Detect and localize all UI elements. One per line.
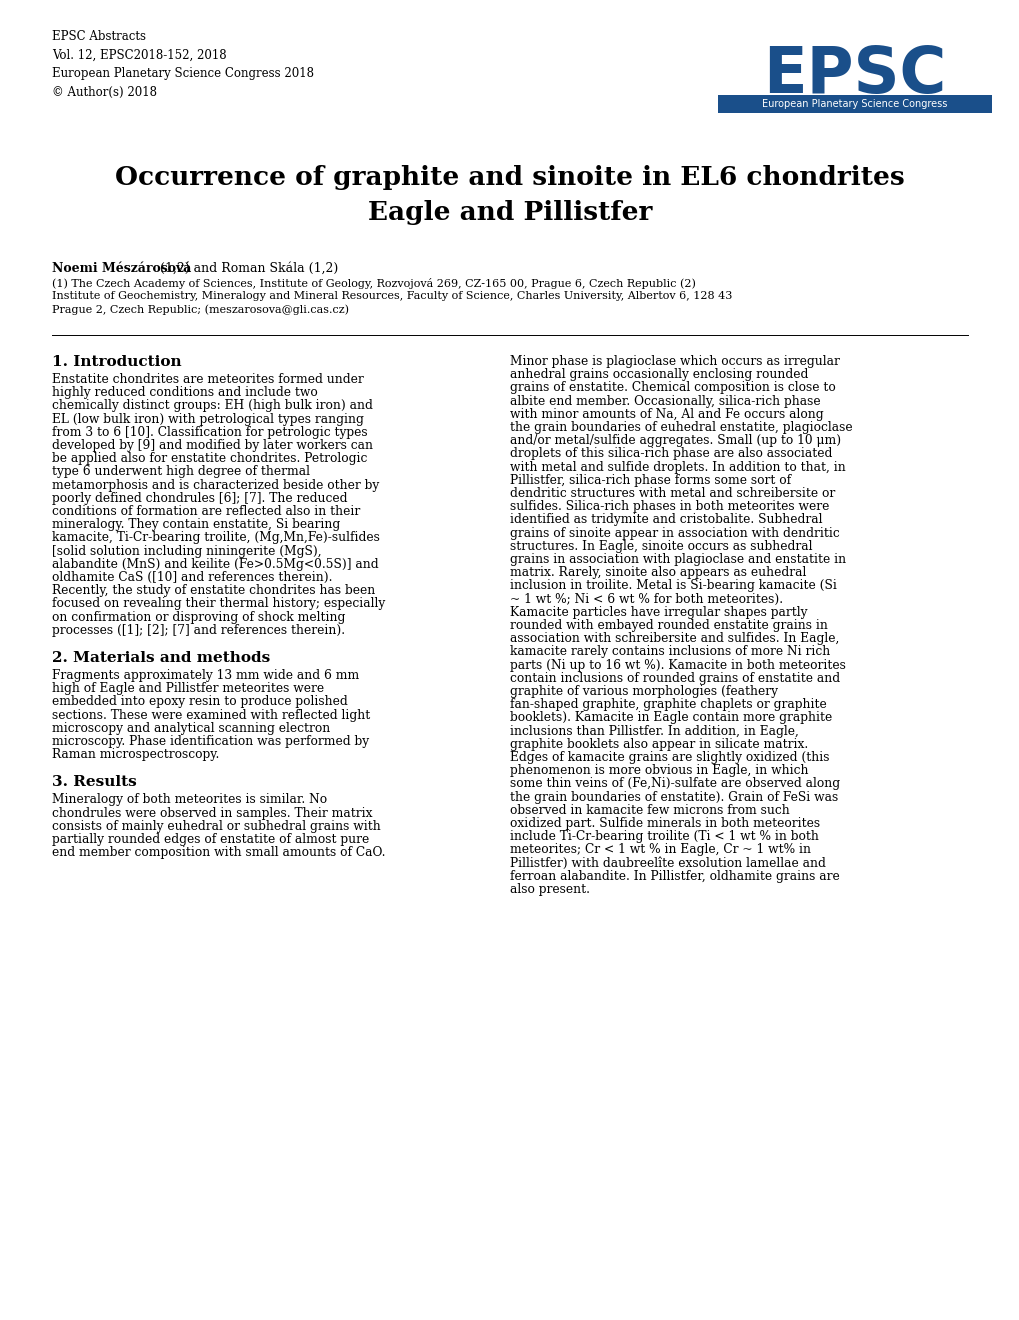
Text: and/or metal/sulfide aggregates. Small (up to 10 μm): and/or metal/sulfide aggregates. Small (… [510, 434, 841, 447]
Text: metamorphosis and is characterized beside other by: metamorphosis and is characterized besid… [52, 479, 379, 491]
Text: Minor phase is plagioclase which occurs as irregular: Minor phase is plagioclase which occurs … [510, 355, 839, 368]
Text: Mineralogy of both meteorites is similar. No: Mineralogy of both meteorites is similar… [52, 793, 327, 807]
Text: Institute of Geochemistry, Mineralogy and Mineral Resources, Faculty of Science,: Institute of Geochemistry, Mineralogy an… [52, 290, 732, 301]
Text: Prague 2, Czech Republic; (meszarosova@gli.cas.cz): Prague 2, Czech Republic; (meszarosova@g… [52, 304, 348, 314]
Text: with metal and sulfide droplets. In addition to that, in: with metal and sulfide droplets. In addi… [510, 461, 845, 474]
Text: be applied also for enstatite chondrites. Petrologic: be applied also for enstatite chondrites… [52, 453, 367, 465]
Text: booklets). Kamacite in Eagle contain more graphite: booklets). Kamacite in Eagle contain mor… [510, 711, 832, 725]
Text: European Planetary Science Congress: European Planetary Science Congress [761, 99, 947, 110]
Text: also present.: also present. [510, 883, 589, 896]
Text: [solid solution including niningerite (MgS),: [solid solution including niningerite (M… [52, 545, 321, 557]
Text: identified as tridymite and cristobalite. Subhedral: identified as tridymite and cristobalite… [510, 513, 821, 527]
Text: poorly defined chondrules [6]; [7]. The reduced: poorly defined chondrules [6]; [7]. The … [52, 492, 347, 504]
Text: inclusion in troilite. Metal is Si-bearing kamacite (Si: inclusion in troilite. Metal is Si-beari… [510, 579, 836, 593]
Text: grains of enstatite. Chemical composition is close to: grains of enstatite. Chemical compositio… [510, 381, 835, 395]
Text: kamacite, Ti-Cr-bearing troilite, (Mg,Mn,Fe)-sulfides: kamacite, Ti-Cr-bearing troilite, (Mg,Mn… [52, 532, 379, 544]
Text: graphite of various morphologies (feathery: graphite of various morphologies (feathe… [510, 685, 777, 698]
Text: (1,2) and Roman Skála (1,2): (1,2) and Roman Skála (1,2) [156, 261, 338, 275]
Text: structures. In Eagle, sinoite occurs as subhedral: structures. In Eagle, sinoite occurs as … [510, 540, 812, 553]
Text: embedded into epoxy resin to produce polished: embedded into epoxy resin to produce pol… [52, 696, 347, 709]
Text: Recently, the study of enstatite chondrites has been: Recently, the study of enstatite chondri… [52, 585, 375, 597]
Text: consists of mainly euhedral or subhedral grains with: consists of mainly euhedral or subhedral… [52, 820, 380, 833]
Text: matrix. Rarely, sinoite also appears as euhedral: matrix. Rarely, sinoite also appears as … [510, 566, 806, 579]
Text: microscopy and analytical scanning electron: microscopy and analytical scanning elect… [52, 722, 330, 735]
Text: chemically distinct groups: EH (high bulk iron) and: chemically distinct groups: EH (high bul… [52, 400, 373, 412]
Bar [717, 95, 991, 114]
Text: 2. Materials and methods: 2. Materials and methods [52, 651, 270, 665]
Text: inclusions than Pillistfer. In addition, in Eagle,: inclusions than Pillistfer. In addition,… [510, 725, 798, 738]
Text: Enstatite chondrites are meteorites formed under: Enstatite chondrites are meteorites form… [52, 374, 364, 385]
Text: type 6 underwent high degree of thermal: type 6 underwent high degree of thermal [52, 466, 310, 478]
Text: oxidized part. Sulfide minerals in both meteorites: oxidized part. Sulfide minerals in both … [510, 817, 819, 830]
Text: Noemi Mészárosová: Noemi Mészárosová [52, 261, 192, 275]
Text: observed in kamacite few microns from such: observed in kamacite few microns from su… [510, 804, 789, 817]
Text: sulfides. Silica-rich phases in both meteorites were: sulfides. Silica-rich phases in both met… [510, 500, 828, 513]
Text: with minor amounts of Na, Al and Fe occurs along: with minor amounts of Na, Al and Fe occu… [510, 408, 822, 421]
Text: rounded with embayed rounded enstatite grains in: rounded with embayed rounded enstatite g… [510, 619, 827, 632]
Text: Pillistfer) with daubreelîte exsolution lamellae and: Pillistfer) with daubreelîte exsolution … [510, 857, 825, 870]
Text: chondrules were observed in samples. Their matrix: chondrules were observed in samples. The… [52, 807, 372, 820]
Text: Raman microspectroscopy.: Raman microspectroscopy. [52, 748, 219, 762]
Text: droplets of this silica-rich phase are also associated: droplets of this silica-rich phase are a… [510, 447, 832, 461]
Text: Eagle and Pillistfer: Eagle and Pillistfer [368, 201, 651, 224]
Text: developed by [9] and modified by later workers can: developed by [9] and modified by later w… [52, 440, 373, 451]
Text: 1. Introduction: 1. Introduction [52, 355, 181, 370]
Text: grains in association with plagioclase and enstatite in: grains in association with plagioclase a… [510, 553, 846, 566]
Text: high of Eagle and Pillistfer meteorites were: high of Eagle and Pillistfer meteorites … [52, 682, 324, 696]
Text: oldhamite CaS ([10] and references therein).: oldhamite CaS ([10] and references there… [52, 572, 332, 583]
Text: EPSC Abstracts
Vol. 12, EPSC2018-152, 2018
European Planetary Science Congress 2: EPSC Abstracts Vol. 12, EPSC2018-152, 20… [52, 30, 314, 99]
Text: highly reduced conditions and include two: highly reduced conditions and include tw… [52, 387, 318, 399]
Text: albite end member. Occasionally, silica-rich phase: albite end member. Occasionally, silica-… [510, 395, 820, 408]
Text: end member composition with small amounts of CaO.: end member composition with small amount… [52, 846, 385, 859]
Text: contain inclusions of rounded grains of enstatite and: contain inclusions of rounded grains of … [510, 672, 840, 685]
Text: the grain boundaries of enstatite). Grain of FeSi was: the grain boundaries of enstatite). Grai… [510, 791, 838, 804]
Text: Fragments approximately 13 mm wide and 6 mm: Fragments approximately 13 mm wide and 6… [52, 669, 359, 682]
Text: parts (Ni up to 16 wt %). Kamacite in both meteorites: parts (Ni up to 16 wt %). Kamacite in bo… [510, 659, 845, 672]
Text: dendritic structures with metal and schreibersite or: dendritic structures with metal and schr… [510, 487, 835, 500]
Text: alabandite (MnS) and keilite (Fe>0.5Mg<0.5S)] and: alabandite (MnS) and keilite (Fe>0.5Mg<0… [52, 558, 378, 570]
Text: association with schreibersite and sulfides. In Eagle,: association with schreibersite and sulfi… [510, 632, 839, 645]
Text: Pillistfer, silica-rich phase forms some sort of: Pillistfer, silica-rich phase forms some… [510, 474, 791, 487]
Text: (1) The Czech Academy of Sciences, Institute of Geology, Rozvojová 269, CZ-165 0: (1) The Czech Academy of Sciences, Insti… [52, 279, 695, 289]
Text: partially rounded edges of enstatite of almost pure: partially rounded edges of enstatite of … [52, 833, 369, 846]
Text: grains of sinoite appear in association with dendritic: grains of sinoite appear in association … [510, 527, 839, 540]
Text: anhedral grains occasionally enclosing rounded: anhedral grains occasionally enclosing r… [510, 368, 808, 381]
Text: Kamacite particles have irregular shapes partly: Kamacite particles have irregular shapes… [510, 606, 807, 619]
Text: the grain boundaries of euhedral enstatite, plagioclase: the grain boundaries of euhedral enstati… [510, 421, 852, 434]
Text: Occurrence of graphite and sinoite in EL6 chondrites: Occurrence of graphite and sinoite in EL… [115, 165, 904, 190]
Text: EL (low bulk iron) with petrological types ranging: EL (low bulk iron) with petrological typ… [52, 413, 364, 425]
Text: some thin veins of (Fe,Ni)-sulfate are observed along: some thin veins of (Fe,Ni)-sulfate are o… [510, 777, 840, 791]
Text: processes ([1]; [2]; [7] and references therein).: processes ([1]; [2]; [7] and references … [52, 624, 344, 636]
Text: Edges of kamacite grains are slightly oxidized (this: Edges of kamacite grains are slightly ox… [510, 751, 828, 764]
Text: ferroan alabandite. In Pillistfer, oldhamite grains are: ferroan alabandite. In Pillistfer, oldha… [510, 870, 839, 883]
Text: from 3 to 6 [10]. Classification for petrologic types: from 3 to 6 [10]. Classification for pet… [52, 426, 367, 438]
Text: EPSC: EPSC [762, 44, 946, 106]
Text: mineralogy. They contain enstatite, Si bearing: mineralogy. They contain enstatite, Si b… [52, 519, 340, 531]
Text: on confirmation or disproving of shock melting: on confirmation or disproving of shock m… [52, 611, 345, 623]
Text: microscopy. Phase identification was performed by: microscopy. Phase identification was per… [52, 735, 369, 748]
Text: ~ 1 wt %; Ni < 6 wt % for both meteorites).: ~ 1 wt %; Ni < 6 wt % for both meteorite… [510, 593, 783, 606]
Text: include Ti-Cr-bearing troilite (Ti < 1 wt % in both: include Ti-Cr-bearing troilite (Ti < 1 w… [510, 830, 818, 843]
Text: sections. These were examined with reflected light: sections. These were examined with refle… [52, 709, 370, 722]
Text: phenomenon is more obvious in Eagle, in which: phenomenon is more obvious in Eagle, in … [510, 764, 808, 777]
Text: conditions of formation are reflected also in their: conditions of formation are reflected al… [52, 506, 360, 517]
Text: fan-shaped graphite, graphite chaplets or graphite: fan-shaped graphite, graphite chaplets o… [510, 698, 826, 711]
Text: focused on revealing their thermal history; especially: focused on revealing their thermal histo… [52, 598, 385, 610]
Text: 3. Results: 3. Results [52, 775, 137, 789]
Text: graphite booklets also appear in silicate matrix.: graphite booklets also appear in silicat… [510, 738, 807, 751]
Text: kamacite rarely contains inclusions of more Ni rich: kamacite rarely contains inclusions of m… [510, 645, 829, 659]
Text: meteorites; Cr < 1 wt % in Eagle, Cr ~ 1 wt% in: meteorites; Cr < 1 wt % in Eagle, Cr ~ 1… [510, 843, 810, 857]
